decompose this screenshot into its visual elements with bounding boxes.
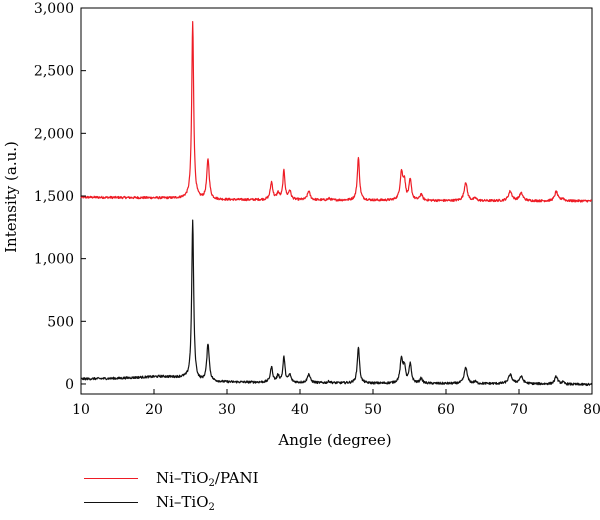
y-tick-label: 2,500: [34, 64, 74, 80]
y-tick-label: 1,500: [34, 189, 74, 205]
series-line-ni-tio2: [80, 219, 593, 387]
y-tick-label: 3,000: [34, 1, 74, 17]
legend-swatch-ni-tio2: [84, 502, 138, 503]
y-tick-label: 0: [65, 377, 74, 393]
plot-frame: [80, 7, 593, 395]
x-tick-label: 80: [583, 402, 600, 418]
x-axis-label: Angle (degree): [277, 431, 391, 449]
ticks-layer: 10 20 30 40 50 60 70 80 0 500 1,000 1,500 2,000 2,500…: [34, 1, 600, 418]
legend-swatch-ni-tio2-pani: [84, 478, 138, 479]
x-tick-label: 70: [510, 402, 528, 418]
legend-label-ni-tio2-pani: Ni–TiO2/PANI: [156, 469, 259, 489]
y-axis-label: Intensity (a.u.): [2, 141, 20, 253]
x-tick-label: 20: [145, 402, 163, 418]
x-tick-label: 50: [364, 402, 382, 418]
x-tick-label: 40: [291, 402, 309, 418]
y-tick-label: 1,000: [34, 252, 74, 268]
x-tick-label: 10: [72, 402, 90, 418]
series-line-ni-tio2-pani: [80, 21, 593, 203]
y-tick-label: 500: [47, 314, 74, 330]
y-tick-label: 2,000: [34, 126, 74, 142]
legend-label-ni-tio2: Ni–TiO2: [156, 493, 215, 513]
x-tick-label: 60: [437, 402, 455, 418]
plot-border: [80, 7, 593, 395]
series-layer: [80, 21, 593, 387]
x-tick-label: 30: [218, 402, 236, 418]
